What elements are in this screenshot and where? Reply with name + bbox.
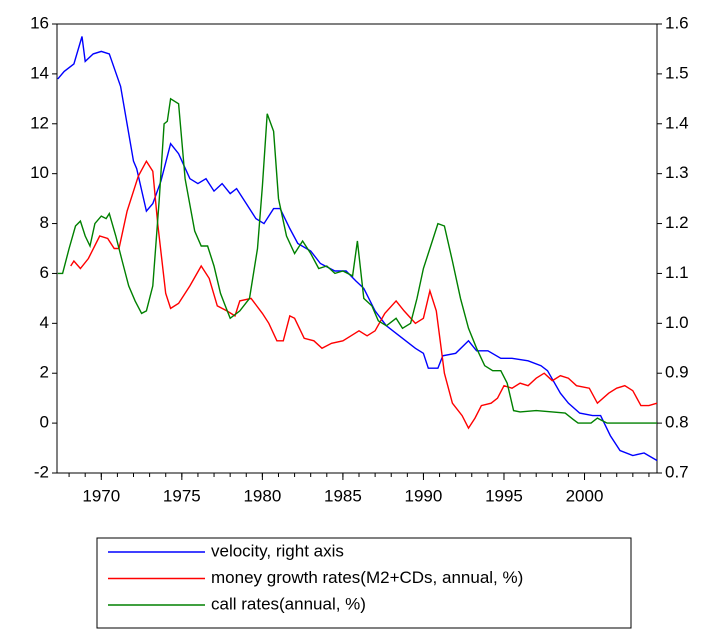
- x-tick-label: 1995: [485, 486, 523, 505]
- y-tick-label: 14: [30, 63, 49, 82]
- y-tick-label: -2: [34, 462, 49, 481]
- y2-tick-label: 1.1: [665, 263, 689, 282]
- y-tick-label: 16: [30, 13, 49, 32]
- y-tick-label: 0: [40, 413, 49, 432]
- y-tick-label: 6: [40, 263, 49, 282]
- y2-tick-label: 1.4: [665, 113, 689, 132]
- series-line: [57, 97, 657, 424]
- legend-label: velocity, right axis: [211, 541, 344, 560]
- y-tick-label: 12: [30, 113, 49, 132]
- x-tick-label: 1990: [405, 486, 443, 505]
- y-tick-label: 2: [40, 363, 49, 382]
- y-tick-label: 10: [30, 163, 49, 182]
- y2-tick-label: 0.7: [665, 462, 689, 481]
- x-tick-label: 1980: [243, 486, 281, 505]
- y2-tick-label: 0.9: [665, 363, 689, 382]
- legend-label: money growth rates(M2+CDs, annual, %): [211, 568, 523, 587]
- y-tick-label: 4: [40, 313, 49, 332]
- y2-tick-label: 1.5: [665, 63, 689, 82]
- legend-box: [96, 537, 632, 629]
- x-tick-label: 1970: [82, 486, 120, 505]
- x-tick-label: 2000: [566, 486, 604, 505]
- y-tick-label: 8: [40, 213, 49, 232]
- y2-tick-label: 1.2: [665, 213, 689, 232]
- legend-label: call rates(annual, %): [211, 594, 366, 613]
- series-line: [57, 36, 658, 462]
- x-tick-label: 1975: [163, 486, 201, 505]
- y2-tick-label: 0.8: [665, 413, 689, 432]
- x-tick-label: 1985: [324, 486, 362, 505]
- y2-tick-label: 1.3: [665, 163, 689, 182]
- y2-tick-label: 1.6: [665, 13, 689, 32]
- plot-frame: [56, 23, 658, 474]
- y2-tick-label: 1.0: [665, 313, 689, 332]
